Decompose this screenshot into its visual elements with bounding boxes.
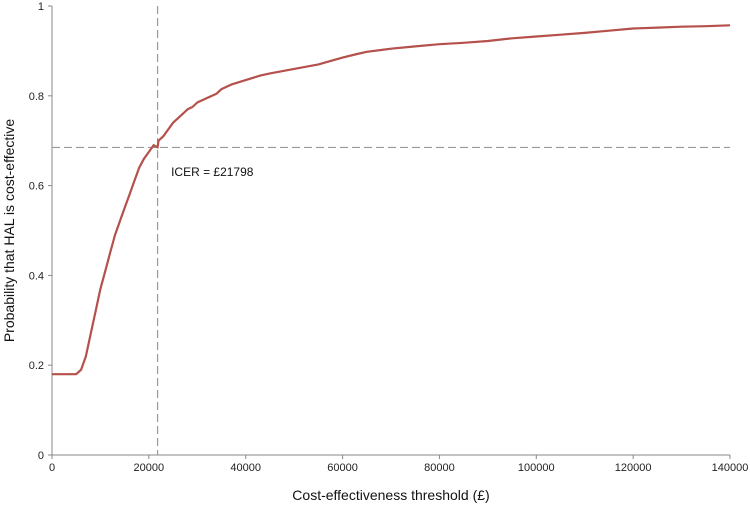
axes xyxy=(51,6,730,456)
x-tick-label: 120000 xyxy=(615,462,652,474)
y-tick-label: 0.2 xyxy=(29,360,44,372)
y-axis-title: Probability that HAL is cost-effective xyxy=(1,119,17,343)
y-tick-label: 0.6 xyxy=(29,181,44,193)
x-tick-label: 80000 xyxy=(424,462,455,474)
x-tick-label: 140000 xyxy=(712,462,749,474)
y-tick-label: 1 xyxy=(38,1,44,13)
x-tick-label: 60000 xyxy=(327,462,358,474)
x-tick-label: 0 xyxy=(49,462,55,474)
x-tick-label: 20000 xyxy=(134,462,165,474)
series-line-0 xyxy=(52,24,731,376)
x-tick-label: 40000 xyxy=(230,462,261,474)
y-tick-label: 0.4 xyxy=(29,270,44,282)
y-tick-label: 0 xyxy=(38,450,44,462)
y-tick-label: 0.8 xyxy=(29,91,44,103)
series-group xyxy=(52,24,731,376)
x-tick-label: 100000 xyxy=(518,462,555,474)
tick-labels: 0 20000 40000 60000 80000 100000 120000 140000 0… xyxy=(29,1,749,474)
reference-lines xyxy=(52,6,730,455)
x-axis-title: Cost-effectiveness threshold (£) xyxy=(292,487,489,503)
icer-annotation: ICER = £21798 xyxy=(171,165,254,179)
